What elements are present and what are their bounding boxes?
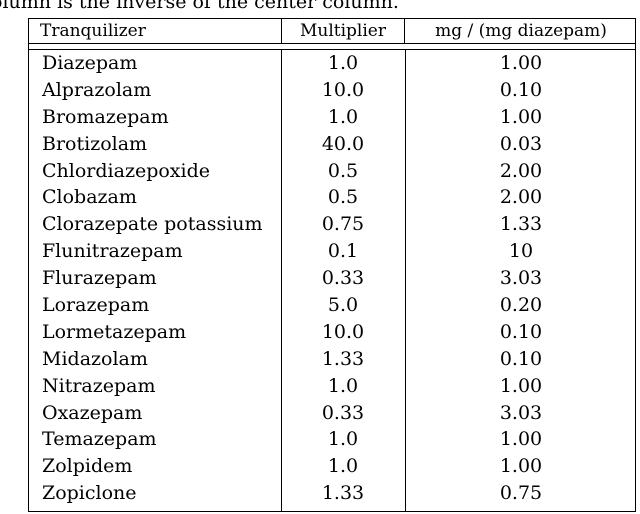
cell-tranquilizer: Clorazepate potassium (42, 213, 263, 236)
cell-mg-per-mg-diazepam: 1.00 (499, 428, 543, 451)
header-mg-per-mg-diazepam: mg / (mg diazepam) (435, 21, 607, 41)
table-row: Lorazepam 5.0 0.20 (29, 292, 635, 319)
table-body: Diazepam 1.0 1.00 Alprazolam 10.0 0.10 Bromaze… (29, 50, 635, 507)
table-row: Zolpidem 1.0 1.00 (29, 453, 635, 480)
table-row: Alprazolam 10.0 0.10 (29, 77, 635, 104)
header-tranquilizer: Tranquilizer (40, 21, 146, 41)
cell-tranquilizer: Alprazolam (42, 78, 152, 101)
cell-mg-per-mg-diazepam: 0.75 (499, 482, 543, 505)
cell-mg-per-mg-diazepam: 1.33 (499, 213, 543, 236)
table-row: Oxazepam 0.33 3.03 (29, 400, 635, 427)
cell-tranquilizer: Clobazam (42, 186, 137, 209)
cell-multiplier: 0.5 (327, 186, 359, 209)
cell-mg-per-mg-diazepam: 0.10 (499, 78, 543, 101)
cell-multiplier: 1.33 (321, 482, 365, 505)
cell-mg-per-mg-diazepam: 0.20 (499, 294, 543, 317)
cell-tranquilizer: Oxazepam (42, 401, 143, 424)
table-row: Nitrazepam 1.0 1.00 (29, 373, 635, 400)
table-row: Temazepam 1.0 1.00 (29, 426, 635, 453)
cell-tranquilizer: Flunitrazepam (42, 240, 183, 263)
table-row: Clobazam 0.5 2.00 (29, 184, 635, 211)
cell-tranquilizer: Lormetazepam (42, 320, 187, 343)
cell-multiplier: 1.0 (327, 374, 359, 397)
cell-multiplier: 40.0 (321, 132, 365, 155)
cell-multiplier: 0.5 (327, 159, 359, 182)
cell-mg-per-mg-diazepam: 10 (508, 240, 534, 263)
cell-multiplier: 0.33 (321, 401, 365, 424)
cell-tranquilizer: Diazepam (42, 52, 138, 74)
cell-multiplier: 10.0 (321, 78, 365, 101)
table-row: Lormetazepam 10.0 0.10 (29, 319, 635, 346)
cell-multiplier: 1.0 (327, 105, 359, 128)
cell-mg-per-mg-diazepam: 2.00 (499, 186, 543, 209)
table-row: Clorazepate potassium 0.75 1.33 (29, 211, 635, 238)
header-double-rule (29, 49, 635, 50)
cell-mg-per-mg-diazepam: 1.00 (499, 105, 543, 128)
cell-tranquilizer: Zolpidem (42, 455, 133, 478)
cell-tranquilizer: Temazepam (42, 428, 157, 451)
cell-mg-per-mg-diazepam: 0.10 (499, 347, 543, 370)
column-divider-1 (281, 49, 282, 511)
table-row: Diazepam 1.0 1.00 (29, 50, 635, 77)
header-multiplier: Multiplier (281, 19, 405, 43)
cell-mg-per-mg-diazepam: 3.03 (499, 267, 543, 290)
cell-multiplier: 1.0 (327, 455, 359, 478)
cell-tranquilizer: Bromazepam (42, 105, 169, 128)
cell-tranquilizer: Flurazepam (42, 267, 157, 290)
table-row: Flunitrazepam 0.1 10 (29, 238, 635, 265)
cell-multiplier: 1.33 (321, 347, 365, 370)
table-row: Midazolam 1.33 0.10 (29, 346, 635, 373)
cell-mg-per-mg-diazepam: 3.03 (499, 401, 543, 424)
table-row: Flurazepam 0.33 3.03 (29, 265, 635, 292)
table-row: Brotizolam 40.0 0.03 (29, 131, 635, 158)
cell-mg-per-mg-diazepam: 1.00 (499, 455, 543, 478)
cell-tranquilizer: Lorazepam (42, 294, 150, 317)
cell-tranquilizer: Midazolam (42, 347, 148, 370)
cell-mg-per-mg-diazepam: 0.10 (499, 320, 543, 343)
cell-multiplier: 5.0 (327, 294, 359, 317)
cell-tranquilizer: Chlordiazepoxide (42, 159, 210, 182)
cell-multiplier: 0.33 (321, 267, 365, 290)
table-row: Chlordiazepoxide 0.5 2.00 (29, 158, 635, 185)
cell-tranquilizer: Nitrazepam (42, 374, 156, 397)
cell-multiplier: 10.0 (321, 320, 365, 343)
cell-mg-per-mg-diazepam: 1.00 (499, 52, 543, 74)
cell-mg-per-mg-diazepam: 2.00 (499, 159, 543, 182)
table-row: Zopiclone 1.33 0.75 (29, 480, 635, 507)
cell-tranquilizer: Zopiclone (42, 482, 137, 505)
table-header-row: Tranquilizer Multiplier mg / (mg diazepa… (29, 18, 635, 44)
caption-text: olumn is the inverse of the center colum… (0, 0, 399, 13)
column-divider-2 (405, 49, 406, 511)
cell-mg-per-mg-diazepam: 0.03 (499, 132, 543, 155)
cell-multiplier: 0.1 (327, 240, 359, 263)
dosage-table: Tranquilizer Multiplier mg / (mg diazepa… (28, 18, 636, 512)
cell-multiplier: 1.0 (327, 428, 359, 451)
cell-mg-per-mg-diazepam: 1.00 (499, 374, 543, 397)
cell-multiplier: 1.0 (327, 52, 359, 74)
table-row: Bromazepam 1.0 1.00 (29, 104, 635, 131)
cell-multiplier: 0.75 (321, 213, 365, 236)
cell-tranquilizer: Brotizolam (42, 132, 148, 155)
